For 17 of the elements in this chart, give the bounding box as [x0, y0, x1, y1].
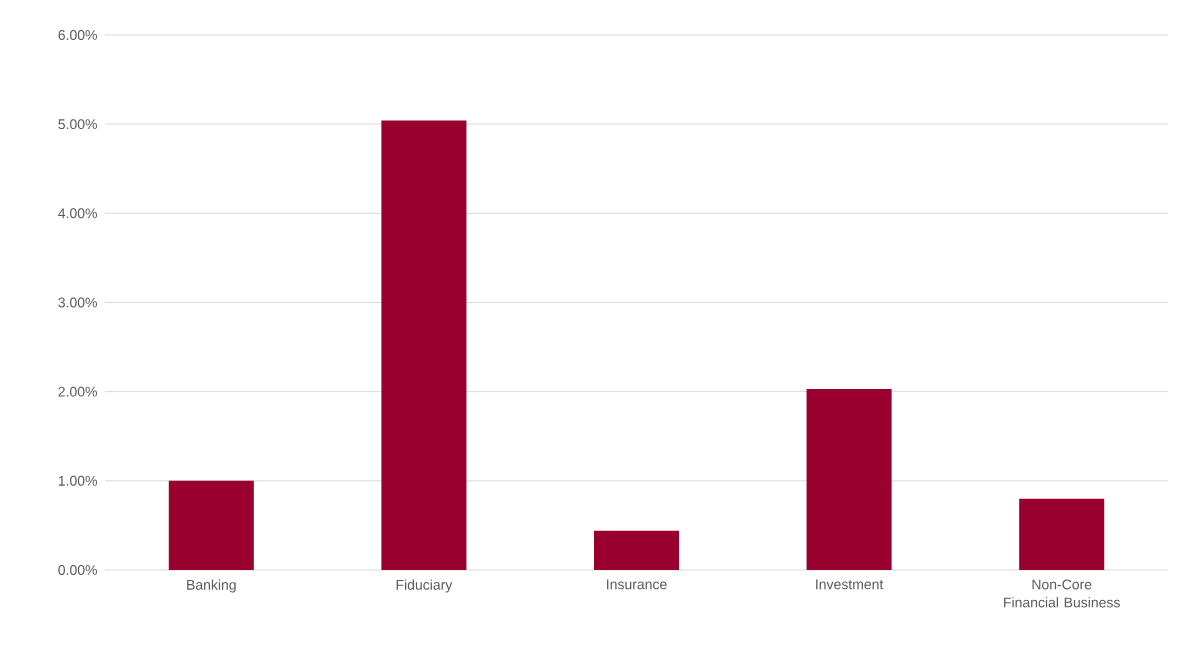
y-tick-label: 4.00%	[58, 208, 97, 219]
y-tick-label: 1.00%	[58, 475, 97, 486]
y-tick-label: 0.00%	[58, 565, 97, 575]
bar	[1019, 498, 1105, 570]
bar	[593, 530, 680, 570]
x-tick-label: Banking	[187, 579, 236, 593]
y-tick-label: 6.00%	[58, 30, 97, 40]
bar	[806, 388, 892, 570]
x-tick-label: Investment	[816, 579, 884, 590]
x-tick-label: Fiduciary	[396, 579, 453, 593]
bar	[168, 480, 254, 570]
y-tick-label: 2.00%	[58, 386, 97, 397]
y-tick-label: 3.00%	[58, 297, 97, 308]
bar	[381, 120, 467, 570]
x-tick-label: Insurance	[607, 579, 667, 590]
x-tick-label: Non-Core Financial Business	[1004, 579, 1120, 608]
y-tick-label: 5.00%	[58, 119, 97, 130]
